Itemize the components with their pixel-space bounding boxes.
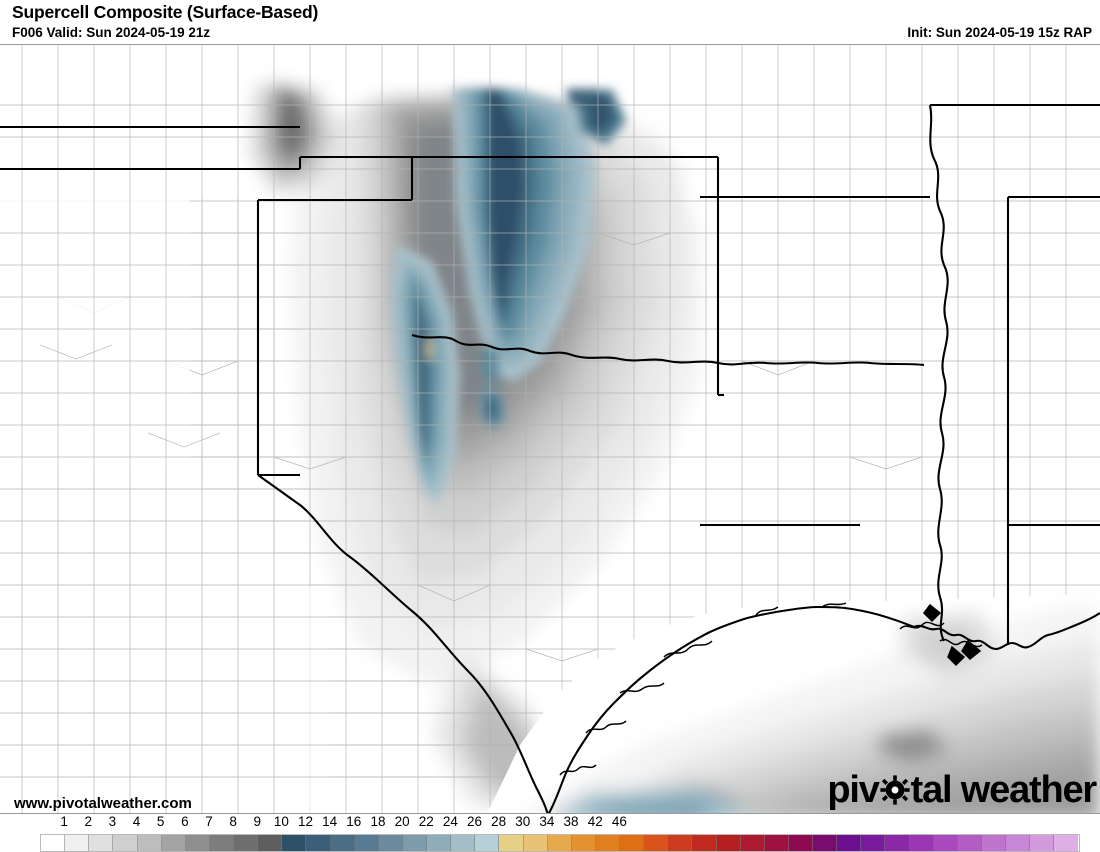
colorbar-swatch[interactable] — [427, 835, 452, 851]
colorbar-swatch[interactable] — [161, 835, 186, 851]
colorbar-tick: 16 — [346, 814, 362, 829]
map-graphic — [0, 45, 1100, 813]
county-borders-west — [0, 195, 500, 813]
colorbar-swatch[interactable] — [1054, 835, 1079, 851]
colorbar-swatch[interactable] — [740, 835, 765, 851]
colorbar-tick: 1 — [60, 814, 68, 829]
colorbar-swatch[interactable] — [1006, 835, 1031, 851]
colorbar-tick: 38 — [563, 814, 579, 829]
colorbar[interactable]: 1 2 3 4 5 6 7 8 9 10 12 14 16 18 20 22 24 26 28 30 34 38 42 46 — [0, 814, 1100, 852]
gear-sun-icon — [880, 775, 910, 805]
colorbar-swatch[interactable] — [475, 835, 500, 851]
colorbar-swatch[interactable] — [692, 835, 717, 851]
colorbar-tick: 7 — [205, 814, 213, 829]
colorbar-swatch[interactable] — [209, 835, 234, 851]
colorbar-tick: 5 — [156, 814, 165, 829]
colorbar-swatch[interactable] — [306, 835, 331, 851]
map-canvas[interactable] — [0, 44, 1100, 814]
colorbar-tick: 18 — [370, 814, 386, 829]
init-time-label: Init: Sun 2024-05-19 15z RAP — [907, 25, 1092, 40]
colorbar-tick: 14 — [322, 814, 338, 829]
colorbar-swatch[interactable] — [451, 835, 476, 851]
page-title: Supercell Composite (Surface-Based) — [12, 2, 319, 22]
colorbar-swatch[interactable] — [402, 835, 427, 851]
colorbar-tick: 26 — [466, 814, 483, 829]
map-header: Supercell Composite (Surface-Based) F006… — [0, 0, 1100, 44]
colorbar-swatch[interactable] — [837, 835, 862, 851]
colorbar-swatch[interactable] — [933, 835, 958, 851]
logo-text-post: tal weather — [910, 769, 1098, 811]
colorbar-tick: 46 — [611, 814, 627, 829]
colorbar-swatch[interactable] — [1030, 835, 1055, 851]
colorbar-tick: 8 — [229, 814, 237, 829]
colorbar-swatch[interactable] — [330, 835, 355, 851]
colorbar-swatch[interactable] — [909, 835, 934, 851]
colorbar-tick: 42 — [587, 814, 603, 829]
valid-time-label: F006 Valid: Sun 2024-05-19 21z — [12, 25, 211, 40]
colorbar-tick: 4 — [132, 814, 141, 829]
coastline-detail — [559, 602, 983, 776]
colorbar-swatch[interactable] — [41, 835, 66, 851]
colorbar-tick: 2 — [84, 814, 93, 829]
colorbar-swatch[interactable] — [885, 835, 910, 851]
colorbar-tick: 12 — [298, 814, 314, 829]
colorbar-swatch[interactable] — [354, 835, 379, 851]
colorbar-tick: 10 — [273, 814, 289, 829]
colorbar-swatch[interactable] — [378, 835, 403, 851]
state-borders — [0, 103, 1100, 813]
colorbar-tick: 28 — [491, 814, 507, 829]
colorbar-swatch[interactable] — [523, 835, 548, 851]
colorbar-swatch[interactable] — [65, 835, 90, 851]
colorbar-swatch[interactable] — [185, 835, 210, 851]
colorbar-tick: 6 — [181, 814, 189, 829]
colorbar-swatch[interactable] — [571, 835, 596, 851]
colorbar-swatch[interactable] — [113, 835, 138, 851]
colorbar-swatch[interactable] — [620, 835, 645, 851]
colorbar-tick: 20 — [394, 814, 410, 829]
colorbar-swatch[interactable] — [957, 835, 982, 851]
colorbar-swatch[interactable] — [788, 835, 813, 851]
website-watermark: www.pivotalweather.com — [14, 795, 192, 812]
colorbar-swatch[interactable] — [716, 835, 741, 851]
colorbar-swatch[interactable] — [764, 835, 789, 851]
colorbar-swatches[interactable] — [40, 834, 1080, 852]
colorbar-tick: 34 — [539, 814, 555, 829]
colorbar-swatch[interactable] — [861, 835, 886, 851]
colorbar-swatch[interactable] — [668, 835, 693, 851]
colorbar-tick: 30 — [515, 814, 531, 829]
colorbar-tick: 3 — [108, 814, 117, 829]
colorbar-swatch[interactable] — [595, 835, 620, 851]
colorbar-tick: 22 — [418, 814, 434, 829]
colorbar-swatch[interactable] — [258, 835, 283, 851]
colorbar-swatch[interactable] — [137, 835, 162, 851]
colorbar-tick-labels: 1 2 3 4 5 6 7 8 9 10 12 14 16 18 20 22 24 26 28 30 34 38 42 46 — [0, 814, 1100, 832]
colorbar-tick: 24 — [442, 814, 458, 829]
colorbar-swatch[interactable] — [813, 835, 838, 851]
colorbar-swatch[interactable] — [644, 835, 669, 851]
field-shading-blue — [390, 89, 760, 813]
colorbar-tick: 9 — [253, 814, 262, 829]
colorbar-swatch[interactable] — [234, 835, 259, 851]
pivotal-weather-logo: piv ta — [827, 768, 1098, 812]
logo-text-pre: piv — [827, 769, 880, 811]
colorbar-swatch[interactable] — [981, 835, 1006, 851]
colorbar-swatch[interactable] — [547, 835, 572, 851]
colorbar-swatch[interactable] — [499, 835, 524, 851]
colorbar-swatch[interactable] — [89, 835, 114, 851]
colorbar-swatch[interactable] — [282, 835, 307, 851]
